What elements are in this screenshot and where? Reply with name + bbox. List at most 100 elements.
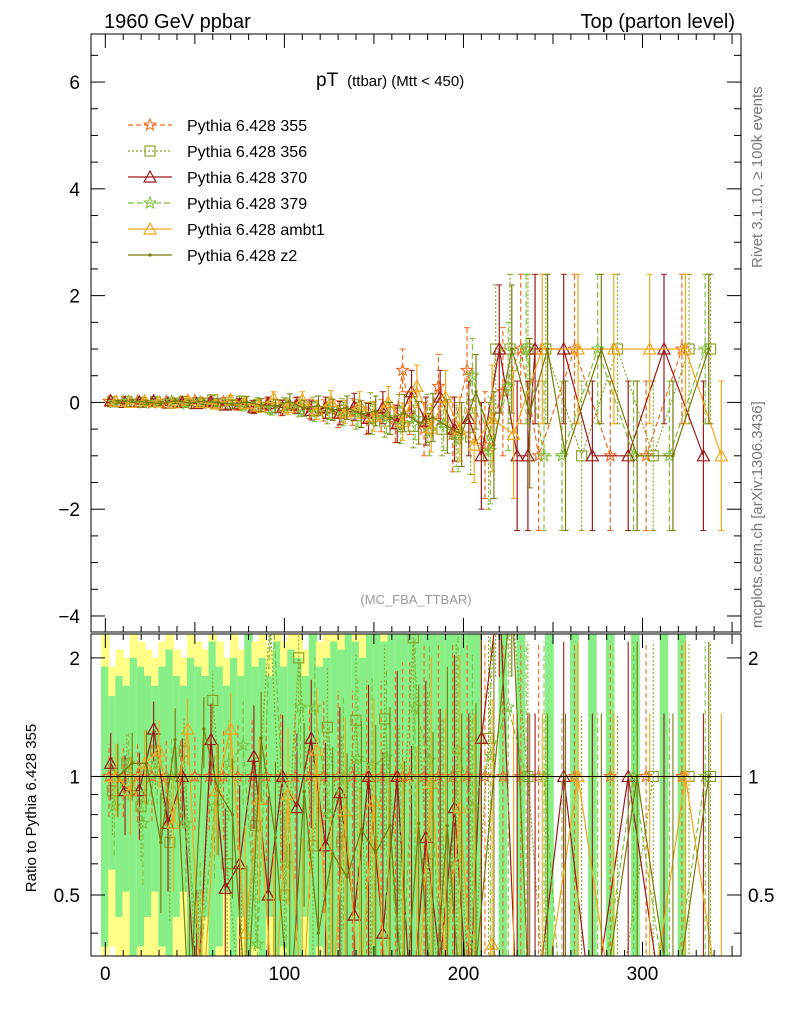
- ratio-band-inner: [437, 634, 447, 956]
- data-point: [352, 397, 367, 411]
- data-point: [202, 399, 206, 403]
- ratio-point: [445, 824, 449, 828]
- data-point: [431, 415, 435, 419]
- ratio-band-inner: [115, 675, 124, 917]
- ratio-point: [309, 742, 324, 756]
- ratio-band-inner: [101, 666, 110, 947]
- ratio-series-4: [109, 641, 722, 956]
- ratio-band-inner: [677, 634, 687, 956]
- ratio-band-inner: [337, 649, 346, 956]
- ratio-line: [115, 728, 713, 956]
- data-point: [678, 341, 693, 355]
- data-point: [187, 401, 192, 405]
- ratio-point: [316, 931, 321, 935]
- ratio-point: [287, 769, 303, 783]
- data-point: [338, 404, 353, 418]
- ratio-point: [250, 936, 265, 951]
- ratio-point: [518, 769, 534, 783]
- ratio-band-inner: [473, 634, 483, 956]
- ratio-band-inner: [631, 634, 640, 956]
- ratio-band-inner: [373, 634, 382, 956]
- ratio-point: [483, 748, 498, 763]
- data-point: [485, 411, 500, 425]
- legend: Pythia 6.428 355 Pythia 6.428 356 Pythia 6…: [128, 117, 325, 265]
- data-point: [450, 432, 466, 446]
- data-point: [492, 443, 496, 447]
- x-tick-label: 100: [269, 964, 301, 985]
- data-point: [295, 392, 310, 406]
- ratio-band-inner: [294, 657, 304, 956]
- ratio-point: [180, 721, 195, 735]
- y-tick-label: 0: [69, 393, 80, 414]
- ratio-point: [304, 731, 319, 744]
- ratio-point: [280, 787, 295, 801]
- data-point: [696, 448, 711, 462]
- data-point: [510, 347, 514, 351]
- ratio-point: [232, 856, 247, 870]
- ratio-point: [639, 769, 654, 783]
- ratio-point: [626, 769, 641, 783]
- data-point: [379, 409, 394, 424]
- ratio-band-inner: [194, 666, 203, 947]
- data-point: [259, 403, 263, 407]
- x-tick-label: 300: [627, 964, 659, 985]
- ratio-point: [279, 856, 294, 870]
- ratio-band-inner: [570, 634, 579, 956]
- ratio-point: [698, 769, 713, 783]
- legend-marker: [142, 117, 158, 132]
- data-point: [642, 341, 657, 355]
- data-point: [528, 341, 543, 355]
- data-point: [250, 396, 265, 411]
- data-point: [395, 362, 410, 377]
- data-point: [621, 448, 636, 462]
- ratio-point: [477, 769, 492, 783]
- data-point: [288, 399, 292, 403]
- data-point: [266, 390, 281, 404]
- ratio-band-inner: [229, 657, 239, 956]
- ratio-band-inner: [459, 634, 468, 956]
- data-point: [460, 432, 464, 437]
- ratio-point: [103, 756, 118, 769]
- ratio-point: [259, 736, 263, 740]
- data-point: [445, 424, 449, 429]
- ratio-frame: [90, 633, 742, 957]
- y-tick-label: 2: [69, 287, 80, 308]
- data-point: [474, 390, 478, 394]
- ratio-point: [418, 830, 433, 844]
- y-tick-label: −4: [58, 607, 80, 628]
- ratio-band-inner: [237, 675, 246, 917]
- y-tick-label: 4: [69, 180, 80, 201]
- ratio-y-tick-label: 0.5: [54, 886, 80, 907]
- data-point: [422, 424, 437, 438]
- data-point: [166, 395, 181, 409]
- data-point: [159, 401, 163, 406]
- chart-title: pT (ttbar) (Mtt < 450): [316, 70, 464, 91]
- legend-marker: [148, 253, 152, 257]
- legend-marker: [142, 221, 158, 235]
- data-point: [216, 400, 220, 405]
- data-point: [461, 411, 476, 425]
- ratio-point: [146, 721, 161, 735]
- data-point: [567, 341, 582, 356]
- data-point: [316, 404, 321, 408]
- y-tick-label: 6: [69, 73, 80, 94]
- ratio-point: [331, 852, 335, 856]
- ratio-point: [374, 851, 378, 855]
- data-point: [606, 341, 621, 355]
- ratio-point: [230, 813, 235, 817]
- ratio-point: [207, 694, 219, 706]
- ratio-point: [338, 803, 353, 817]
- ratio-point: [187, 769, 203, 783]
- header-left: 1960 GeV ppbar: [104, 11, 251, 33]
- header-right: Top (parton level): [580, 11, 735, 33]
- data-point: [402, 411, 406, 415]
- mcplots-label: mcplots.cern.ch [arXiv:1306.3436]: [749, 401, 766, 628]
- ratio-y-tick-label-right: 0.5: [748, 886, 774, 907]
- data-point: [603, 448, 618, 462]
- ratio-point: [603, 769, 618, 783]
- ratio-band-inner: [416, 634, 425, 956]
- ratio-point: [366, 793, 381, 807]
- ratio-point: [359, 827, 363, 832]
- data-point: [173, 399, 177, 403]
- data-point: [409, 379, 424, 392]
